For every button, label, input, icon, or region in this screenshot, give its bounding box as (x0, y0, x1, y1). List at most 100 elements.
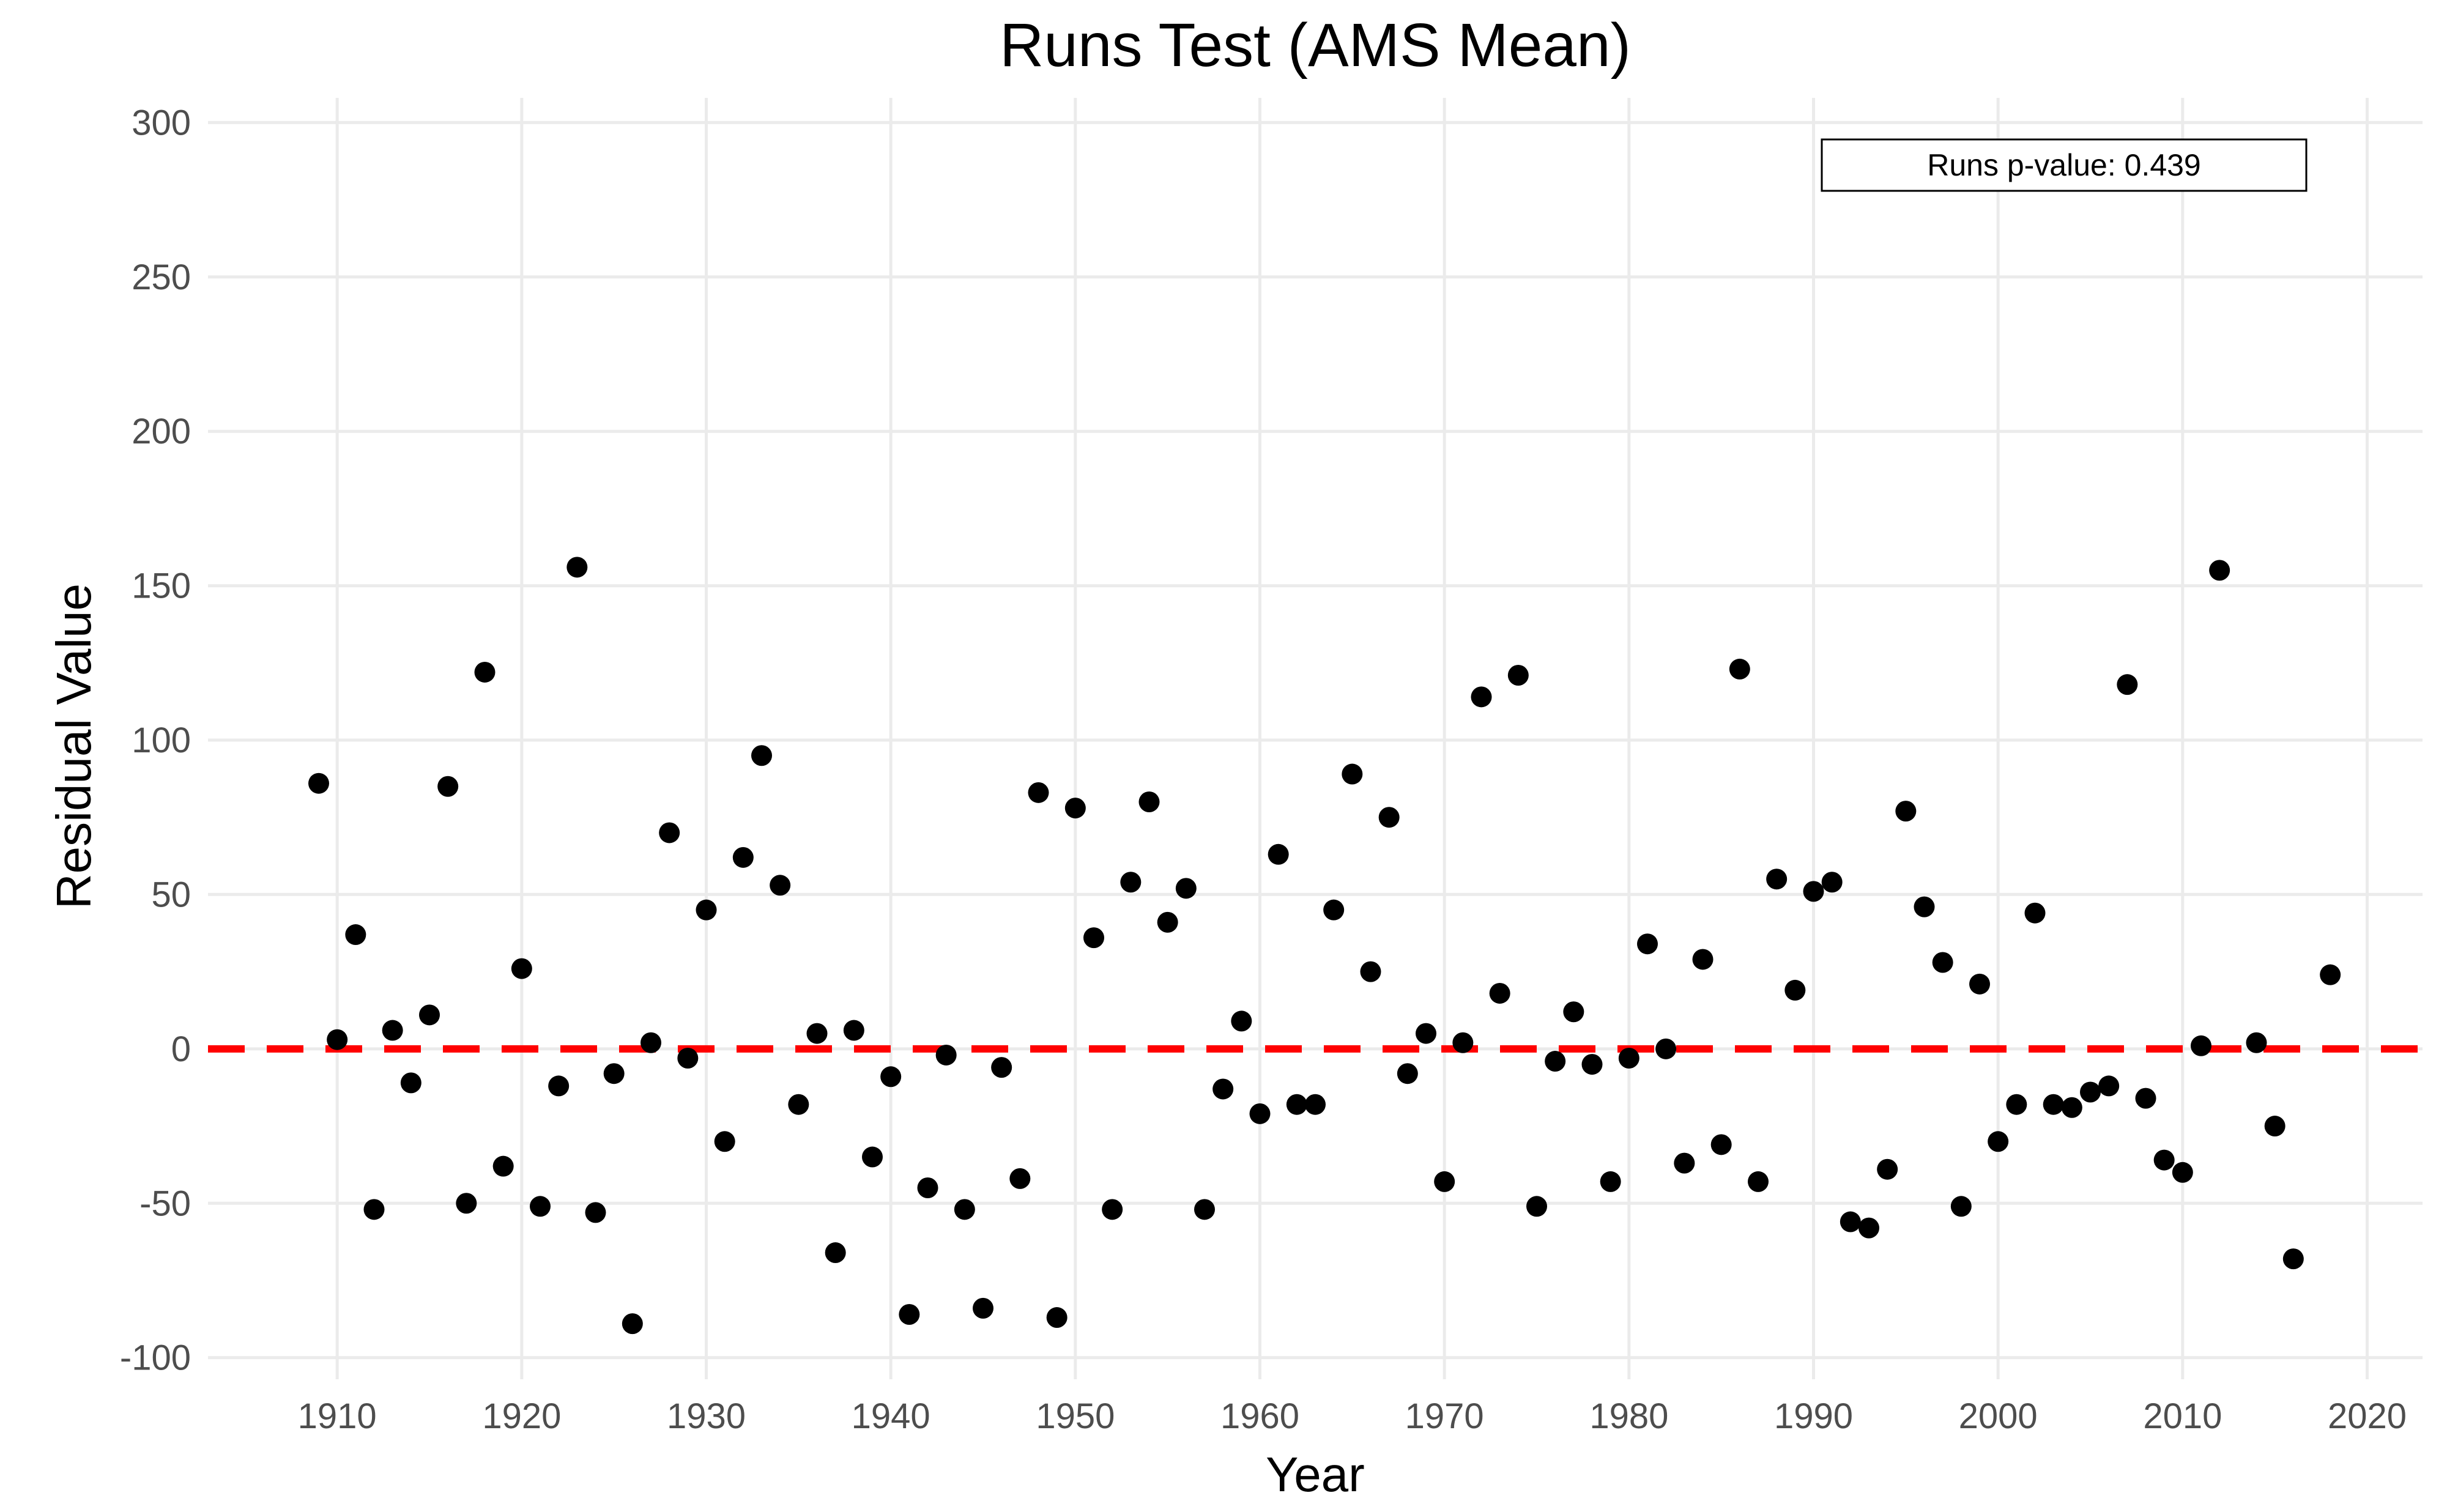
data-point (437, 776, 459, 797)
y-tick-label: -50 (139, 1184, 191, 1223)
data-point (1821, 872, 1843, 893)
data-point (1858, 1217, 1879, 1239)
data-point (1748, 1171, 1769, 1192)
data-point (1618, 1047, 1639, 1069)
data-point (492, 1155, 514, 1177)
data-point (1452, 1032, 1474, 1053)
data-point (345, 924, 366, 946)
x-axis-title: Year (1266, 1447, 1365, 1502)
data-point (1674, 1152, 1695, 1174)
data-point (2172, 1162, 2193, 1183)
data-point (732, 847, 754, 868)
data-point (2024, 902, 2046, 924)
x-tick-label: 1950 (1036, 1396, 1115, 1436)
data-point (677, 1047, 699, 1069)
data-point (1692, 949, 1714, 970)
data-point (1766, 869, 1788, 890)
data-point (1803, 881, 1824, 902)
x-tick-label: 1920 (482, 1396, 561, 1436)
data-point (1286, 1094, 1307, 1115)
y-tick-label: 300 (132, 103, 191, 143)
annotation-text: Runs p-value: 0.439 (1927, 148, 2201, 182)
data-point (603, 1063, 625, 1084)
data-point (1877, 1158, 1898, 1180)
data-point (1360, 961, 1381, 982)
data-point (1507, 665, 1529, 686)
data-point (622, 1313, 643, 1335)
data-point (1157, 911, 1178, 933)
x-tick-label: 2010 (2143, 1396, 2222, 1436)
data-point (1581, 1054, 1603, 1075)
data-point (2209, 560, 2230, 581)
y-tick-label: 0 (171, 1029, 191, 1069)
data-point (770, 875, 791, 896)
data-point (1064, 798, 1086, 819)
data-point (1840, 1211, 1861, 1232)
data-point (2006, 1094, 2027, 1115)
data-point (2135, 1088, 2156, 1109)
data-point (1305, 1094, 1326, 1115)
data-point (1637, 933, 1658, 955)
data-point (2080, 1081, 2101, 1103)
data-point (899, 1303, 920, 1325)
y-tick-label: 50 (151, 875, 191, 914)
x-tick-label: 1960 (1220, 1396, 1299, 1436)
x-tick-label: 1910 (298, 1396, 377, 1436)
data-point (566, 557, 588, 578)
data-point (714, 1131, 735, 1152)
x-tick-labels: 1910 1920 1930 1940 1950 1960 1970 1980 1990 2000… (298, 1396, 2407, 1436)
data-point (2153, 1149, 2175, 1171)
data-point (1323, 899, 1345, 921)
x-tick-label: 1940 (852, 1396, 930, 1436)
data-point (419, 1004, 440, 1026)
data-point (696, 899, 717, 921)
data-point (2043, 1094, 2064, 1115)
data-point (1102, 1199, 1123, 1220)
chart-title: Runs Test (AMS Mean) (1000, 11, 1631, 80)
data-point (2191, 1035, 2211, 1056)
grid (208, 98, 2423, 1379)
x-tick-label: 2020 (2328, 1396, 2407, 1436)
data-point (991, 1057, 1012, 1078)
data-point (1083, 927, 1104, 949)
data-point (2264, 1116, 2285, 1137)
data-point (2282, 1248, 2304, 1270)
data-point (1489, 982, 1510, 1004)
data-points (308, 557, 2341, 1335)
data-point (1194, 1199, 1215, 1220)
data-point (751, 745, 772, 766)
data-point (1009, 1168, 1031, 1189)
y-tick-labels: -100 -50 0 50 100 150 200 250 300 (120, 103, 191, 1377)
data-point (1120, 872, 1142, 893)
x-tick-label: 1970 (1405, 1396, 1484, 1436)
x-tick-label: 1930 (667, 1396, 746, 1436)
y-tick-label: 250 (132, 258, 191, 297)
data-point (2117, 674, 2138, 695)
data-point (1969, 973, 1990, 995)
data-point (548, 1075, 570, 1097)
data-point (1471, 686, 1492, 708)
data-point (788, 1094, 809, 1115)
data-point (1526, 1196, 1547, 1217)
data-point (1932, 952, 1953, 973)
data-point (659, 822, 680, 843)
data-point (880, 1066, 902, 1088)
annotation: Runs p-value: 0.439 (1821, 138, 2308, 192)
y-axis-title: Residual Value (46, 584, 101, 909)
data-point (2061, 1097, 2082, 1118)
data-point (1342, 763, 1363, 785)
data-point (2320, 964, 2341, 985)
data-point (1268, 843, 1289, 865)
data-point (1138, 791, 1160, 812)
data-point (1028, 782, 1049, 803)
data-point (862, 1146, 883, 1168)
y-tick-label: 200 (132, 412, 191, 451)
x-tick-label: 1980 (1589, 1396, 1668, 1436)
data-point (1212, 1078, 1234, 1100)
data-point (1378, 807, 1400, 828)
data-point (1895, 801, 1917, 822)
data-point (973, 1297, 993, 1319)
data-point (1046, 1307, 1068, 1329)
data-point (474, 661, 496, 683)
